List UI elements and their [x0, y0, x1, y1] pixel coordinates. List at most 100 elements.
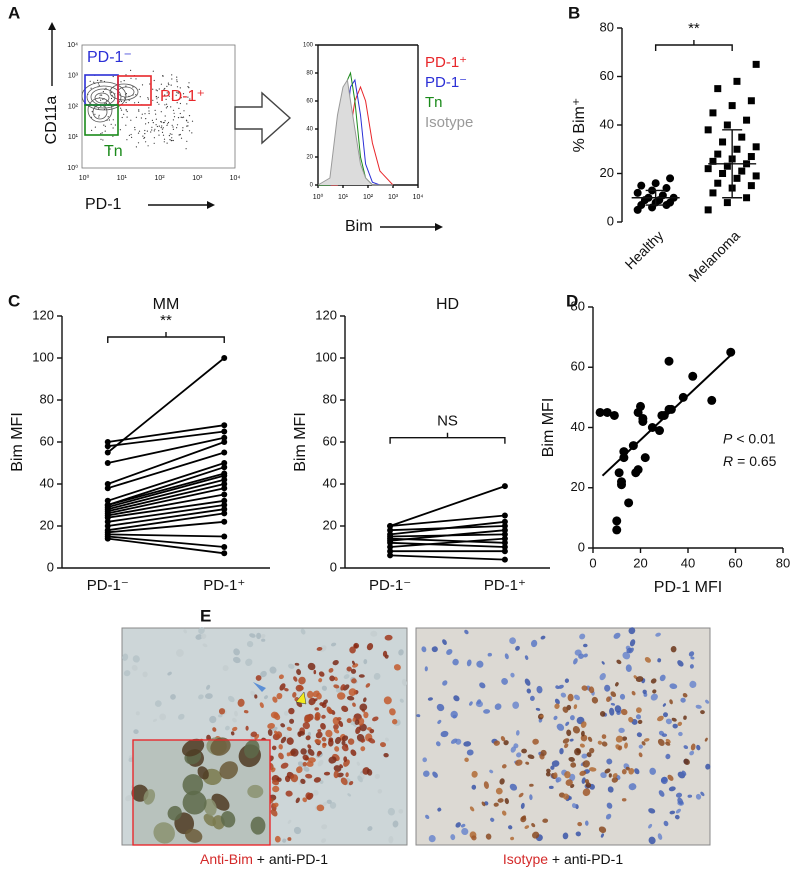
- cell: [374, 773, 380, 779]
- cell: [347, 793, 351, 797]
- cell: [316, 804, 325, 812]
- event: [94, 113, 96, 115]
- y-tick-label: 20: [600, 165, 614, 180]
- dot: [501, 523, 508, 529]
- event: [180, 116, 182, 118]
- cell: [321, 685, 327, 691]
- cell: [463, 741, 472, 747]
- event: [152, 99, 154, 101]
- dot: [666, 404, 676, 414]
- cell: [135, 711, 140, 716]
- event: [99, 94, 101, 96]
- event: [112, 119, 114, 121]
- cell: [272, 696, 278, 703]
- event: [135, 116, 137, 118]
- dot: [714, 179, 722, 187]
- cell: [288, 707, 295, 715]
- cell: [274, 730, 278, 735]
- event: [180, 97, 182, 99]
- cell: [271, 745, 277, 751]
- cell: [354, 719, 360, 725]
- cell: [167, 805, 182, 821]
- event: [134, 102, 136, 104]
- event: [138, 130, 141, 132]
- cell: [504, 653, 509, 660]
- cell: [515, 730, 520, 736]
- dot: [387, 527, 394, 534]
- y-axis-label: % Bim⁺: [571, 98, 588, 153]
- cell: [387, 807, 396, 816]
- event: [178, 134, 180, 136]
- dot: [633, 465, 643, 475]
- dot: [221, 472, 228, 479]
- gate-label: Tn: [104, 143, 123, 160]
- cell: [307, 744, 312, 749]
- event: [130, 133, 132, 136]
- cell: [292, 692, 297, 698]
- cell: [230, 731, 235, 736]
- cell: [556, 723, 565, 731]
- cell: [571, 803, 577, 809]
- event: [155, 113, 157, 115]
- dot: [640, 453, 650, 463]
- cell: [504, 798, 509, 805]
- dot: [221, 481, 228, 487]
- cell: [440, 730, 449, 738]
- cell: [232, 717, 237, 723]
- cell: [318, 678, 323, 683]
- y-axis-label: CD11a: [43, 96, 60, 145]
- x-tick-label: 10³: [192, 175, 203, 182]
- cell: [705, 699, 710, 704]
- cell: [222, 665, 229, 672]
- cell: [681, 770, 687, 776]
- cell: [545, 771, 551, 777]
- cell: [269, 666, 277, 674]
- cell: [648, 808, 656, 814]
- cell: [565, 779, 573, 786]
- cell: [334, 736, 342, 745]
- y-tick-label: 80: [600, 19, 614, 34]
- cell: [290, 748, 299, 757]
- cell: [551, 760, 560, 767]
- cell: [271, 780, 280, 786]
- cell: [464, 757, 469, 763]
- event: [93, 81, 95, 83]
- cell: [321, 838, 327, 843]
- dot: [221, 497, 228, 504]
- cell: [659, 674, 666, 682]
- event: [98, 84, 100, 86]
- arrow-marker: [253, 682, 266, 692]
- gate: [84, 104, 119, 136]
- cell: [628, 716, 634, 723]
- cell: [326, 706, 333, 715]
- event: [171, 133, 173, 135]
- event: [158, 125, 160, 127]
- event: [112, 135, 114, 137]
- area: [318, 80, 393, 185]
- cell: [346, 695, 355, 701]
- cell: [296, 766, 303, 774]
- cell: [625, 664, 632, 672]
- dot: [104, 485, 111, 492]
- legend-label: PD-1⁺: [425, 54, 467, 71]
- event: [155, 124, 157, 126]
- micrographs: Anti-Bim + anti-PD-1 Isotype + anti-PD-1: [121, 627, 711, 867]
- event: [102, 98, 104, 100]
- cell: [494, 703, 502, 711]
- event: [181, 116, 183, 119]
- pair-line: [107, 508, 225, 527]
- pair-line: [107, 493, 225, 517]
- event: [98, 114, 100, 116]
- cell: [122, 653, 129, 661]
- cell: [493, 740, 500, 746]
- cell: [516, 752, 522, 758]
- cell: [279, 683, 286, 691]
- cell: [428, 835, 436, 843]
- cell: [621, 769, 627, 775]
- cell: [446, 649, 453, 655]
- event: [182, 127, 184, 129]
- cell: [518, 792, 524, 798]
- dot: [104, 460, 111, 466]
- cell: [317, 729, 322, 733]
- cell: [398, 808, 404, 814]
